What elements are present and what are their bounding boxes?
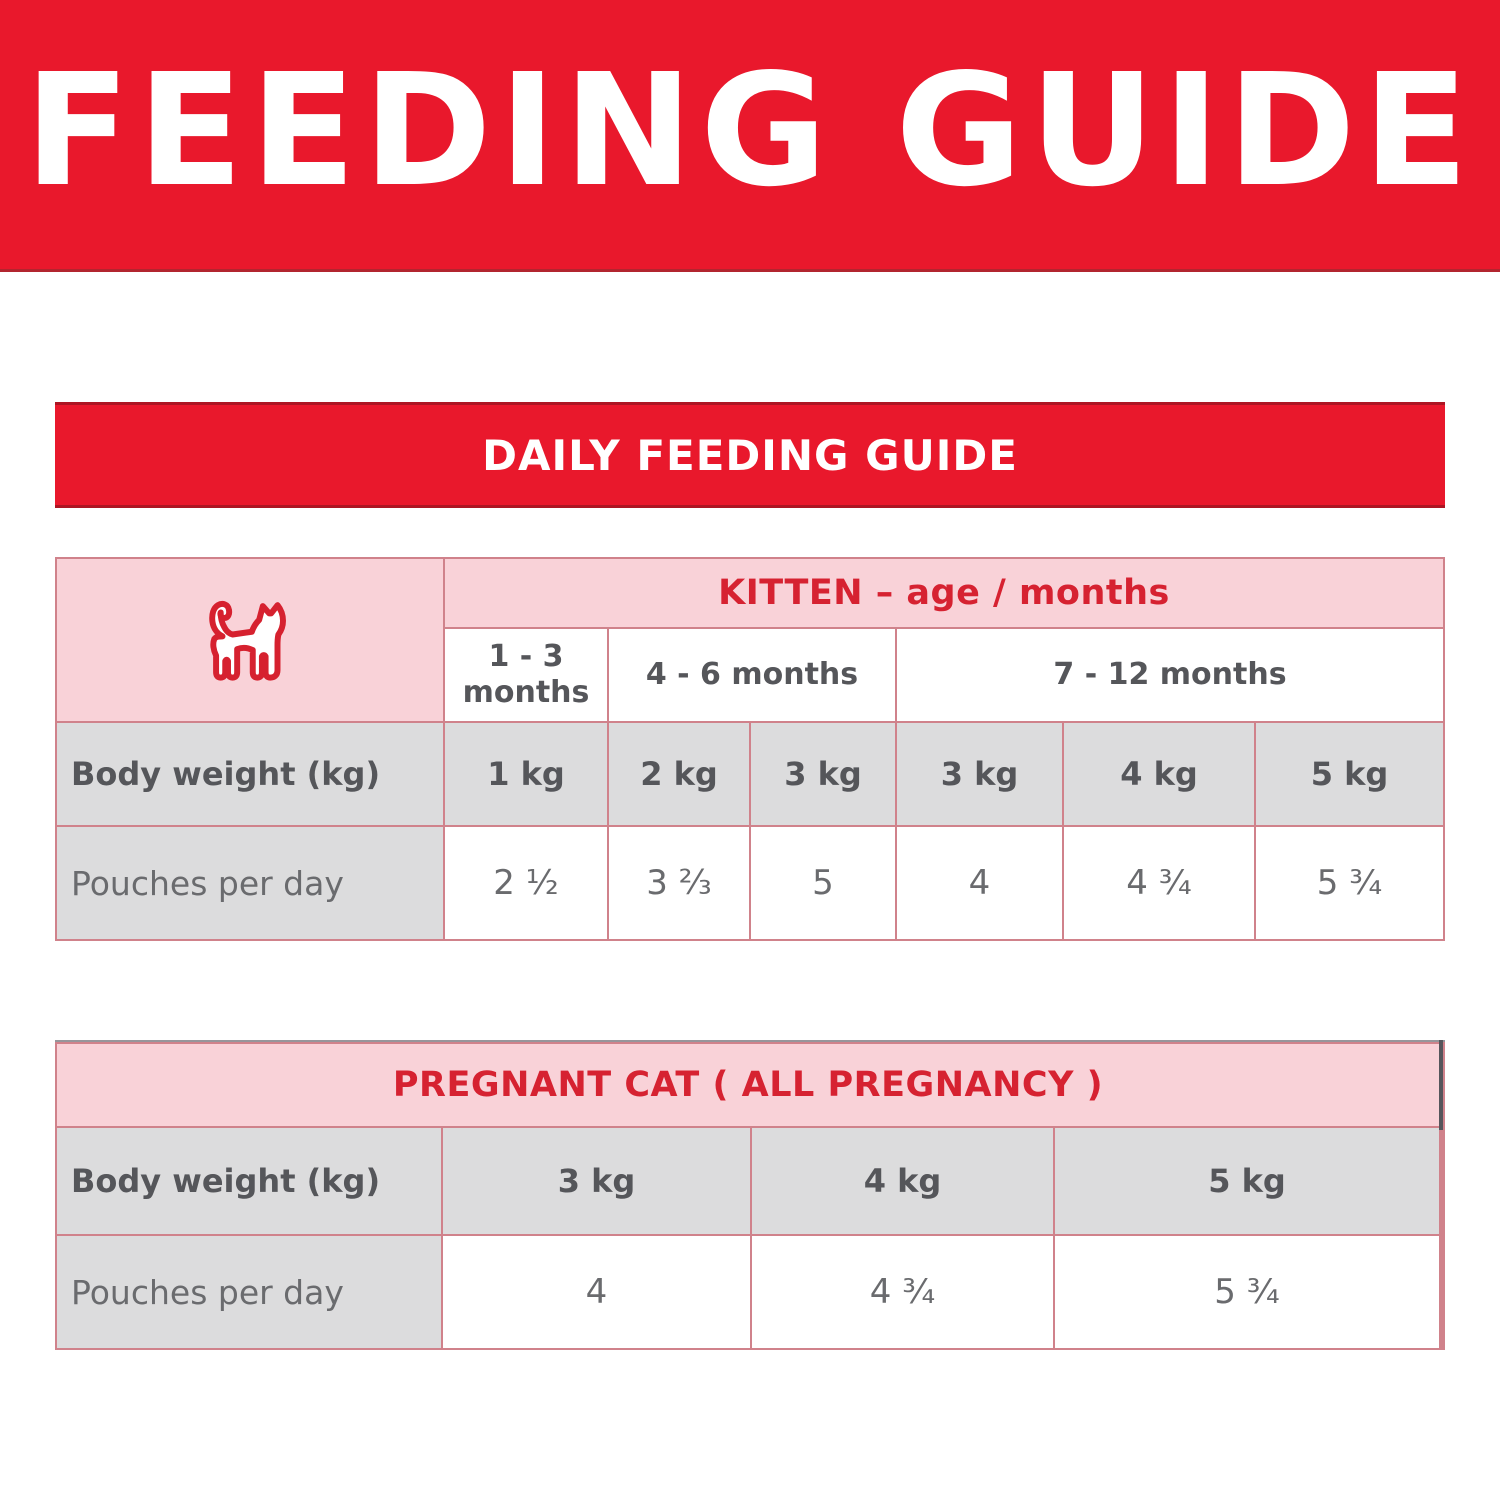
feeding-guide-banner: FEEDING GUIDE: [0, 0, 1500, 272]
daily-feeding-guide-bar: DAILY FEEDING GUIDE: [55, 402, 1445, 508]
kitten-body-weight-value: 3 kg: [897, 723, 1062, 825]
pregnant-pouches-label: Pouches per day: [57, 1236, 441, 1348]
age-column-1-3-months: 1 - 3 months: [445, 629, 607, 721]
pregnant-body-weight-value: 4 kg: [752, 1128, 1053, 1234]
kitten-pouches-value: 4 ¾: [1064, 827, 1254, 939]
kitten-body-weight-value: 4 kg: [1064, 723, 1254, 825]
pregnant-cat-feeding-table: PREGNANT CAT ( ALL PREGNANCY ) Body weig…: [55, 1040, 1445, 1350]
pregnant-pouches-value: 4 ¾: [752, 1236, 1053, 1348]
kitten-feeding-table: KITTEN – age / months 1 - 3 months 4 - 6…: [55, 557, 1445, 941]
cat-outline-icon: [209, 600, 286, 681]
kitten-body-weight-value: 2 kg: [609, 723, 749, 825]
pregnant-pouches-value: 4: [443, 1236, 750, 1348]
page-title: FEEDING GUIDE: [24, 40, 1476, 221]
pregnant-pouches-value: 5 ¾: [1055, 1236, 1439, 1348]
section-title: DAILY FEEDING GUIDE: [482, 430, 1018, 480]
pregnant-body-weight-value: 5 kg: [1055, 1128, 1439, 1234]
pregnant-body-weight-label: Body weight (kg): [57, 1128, 441, 1234]
pregnant-cat-header: PREGNANT CAT ( ALL PREGNANCY ): [57, 1040, 1443, 1130]
kitten-pouches-value: 2 ½: [445, 827, 607, 939]
kitten-body-weight-label: Body weight (kg): [57, 723, 443, 825]
kitten-body-weight-value: 3 kg: [751, 723, 895, 825]
kitten-body-weight-value: 1 kg: [445, 723, 607, 825]
kitten-group-header: KITTEN – age / months: [445, 559, 1443, 627]
age-column-7-12-months: 7 - 12 months: [897, 629, 1443, 721]
kitten-pouches-value: 5 ¾: [1256, 827, 1443, 939]
pregnant-body-weight-value: 3 kg: [443, 1128, 750, 1234]
kitten-pouches-label: Pouches per day: [57, 827, 443, 939]
kitten-body-weight-value: 5 kg: [1256, 723, 1443, 825]
kitten-pouches-value: 3 ⅔: [609, 827, 749, 939]
kitten-pouches-value: 5: [751, 827, 895, 939]
age-column-4-6-months: 4 - 6 months: [609, 629, 895, 721]
cat-icon-cell: [57, 559, 443, 721]
kitten-pouches-value: 4: [897, 827, 1062, 939]
